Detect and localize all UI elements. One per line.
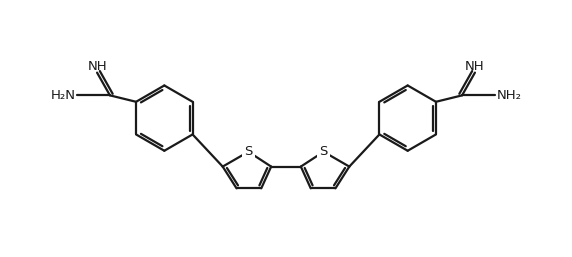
- Text: NH₂: NH₂: [496, 89, 522, 102]
- Text: S: S: [244, 145, 253, 158]
- Text: S: S: [319, 145, 328, 158]
- Text: NH: NH: [465, 60, 484, 73]
- Text: NH: NH: [88, 60, 107, 73]
- Text: H₂N: H₂N: [50, 89, 76, 102]
